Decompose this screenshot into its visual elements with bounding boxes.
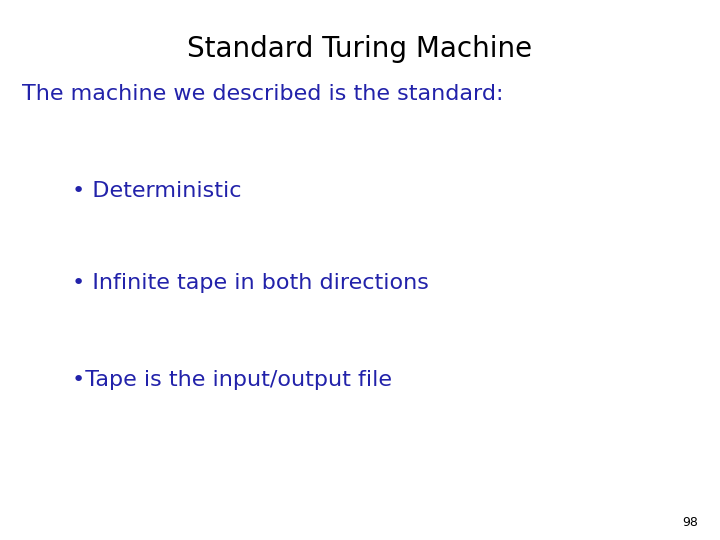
Text: Standard Turing Machine: Standard Turing Machine <box>187 35 533 63</box>
Text: • Deterministic: • Deterministic <box>72 181 241 201</box>
Text: • Infinite tape in both directions: • Infinite tape in both directions <box>72 273 429 293</box>
Text: The machine we described is the standard:: The machine we described is the standard… <box>22 84 503 104</box>
Text: 98: 98 <box>683 516 698 529</box>
Text: •Tape is the input/output file: •Tape is the input/output file <box>72 370 392 390</box>
